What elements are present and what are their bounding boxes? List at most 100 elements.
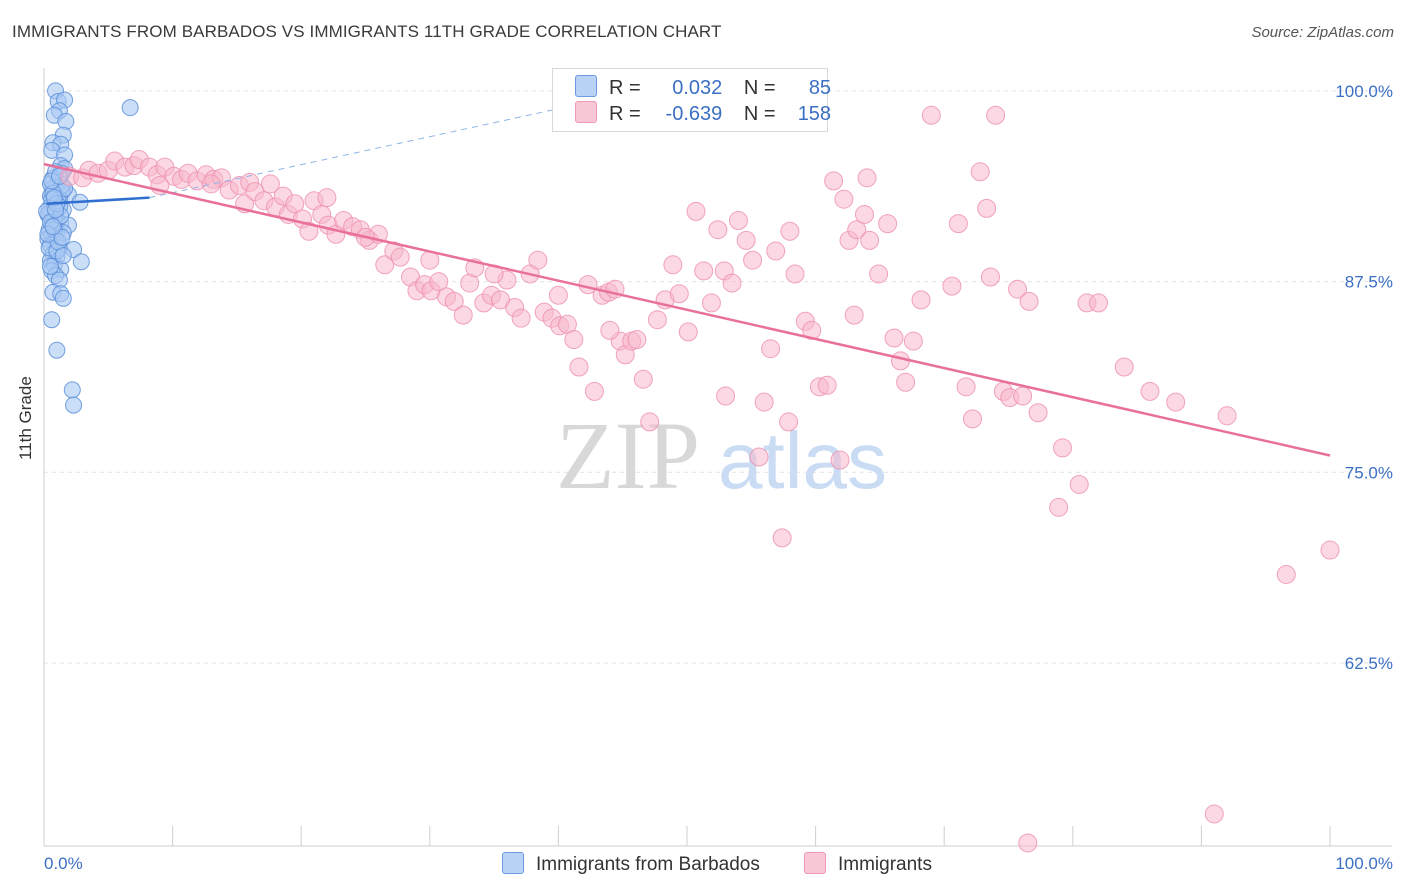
watermark-atlas: atlas <box>718 416 887 505</box>
legend-n-label: N = <box>743 77 776 99</box>
immigrants-point <box>1114 357 1134 377</box>
immigrants-point <box>1166 392 1186 412</box>
trend-lines <box>43 102 1331 457</box>
legend-n-value: 158 <box>797 103 832 125</box>
immigrants-point <box>921 105 941 125</box>
immigrants-point <box>830 450 850 470</box>
immigrants-point <box>260 174 280 194</box>
immigrants-point <box>878 214 898 234</box>
bottom-legend-barbados: Immigrants from Barbados <box>502 852 760 876</box>
immigrants-point <box>201 174 221 194</box>
immigrants-point <box>390 247 410 267</box>
legend-r-value: 0.032 <box>672 77 723 99</box>
immigrants-point <box>511 308 531 328</box>
bottom-legend-label: Immigrants <box>838 854 932 875</box>
barbados-point <box>57 112 75 130</box>
barbados-point <box>54 289 72 307</box>
immigrants-point <box>980 267 1000 287</box>
immigrants-point <box>708 220 728 240</box>
immigrants-point <box>1018 833 1038 853</box>
barbados-point <box>72 253 90 271</box>
barbados-point <box>65 396 83 414</box>
immigrants-point <box>564 330 584 350</box>
immigrants-point <box>600 320 620 340</box>
barbados-point <box>47 201 65 219</box>
immigrants-point <box>528 250 548 270</box>
immigrants-point <box>678 322 698 342</box>
immigrants-point <box>285 194 305 214</box>
immigrants-point <box>890 351 910 371</box>
immigrants-point <box>1019 291 1039 311</box>
immigrants-point <box>779 412 799 432</box>
legend-n-value: 85 <box>808 77 832 99</box>
immigrants-point <box>956 377 976 397</box>
immigrants-point <box>1204 804 1224 824</box>
immigrants-point <box>1089 293 1109 313</box>
immigrants-point <box>736 230 756 250</box>
immigrants-point <box>817 375 837 395</box>
immigrants-point <box>743 250 763 270</box>
immigrants-point <box>1013 386 1033 406</box>
immigrants-point <box>686 201 706 221</box>
legend-r-value: -0.639 <box>665 103 723 125</box>
barbados-trend-extension <box>149 102 585 199</box>
immigrants-point <box>970 162 990 182</box>
tick-labels: 100.0% 87.5% 75.0% 62.5% 0.0% 100.0% <box>44 82 1393 873</box>
immigrants-point <box>584 381 604 401</box>
barbados-point <box>121 99 139 117</box>
x-tick-label: 0.0% <box>44 854 83 873</box>
immigrants-point <box>857 168 877 188</box>
stats-legend: R = 0.032 N = 85 R = -0.639 N = 158 <box>552 68 832 132</box>
immigrants-point <box>1320 540 1340 560</box>
immigrants-point <box>1140 381 1160 401</box>
immigrants-point <box>903 331 923 351</box>
immigrants-point <box>669 284 689 304</box>
barbados-point <box>44 218 62 236</box>
immigrants-point <box>1069 474 1089 494</box>
immigrants-point <box>802 320 822 340</box>
barbados-point <box>43 311 61 329</box>
source-label: Source: ZipAtlas.com <box>1251 24 1394 41</box>
immigrants-point <box>749 447 769 467</box>
immigrants-point <box>977 198 997 218</box>
immigrants-point <box>884 328 904 348</box>
immigrants-point <box>569 357 589 377</box>
bottom-legend-immigrants: Immigrants <box>804 852 932 876</box>
watermark-zip: ZIP <box>556 402 700 509</box>
immigrants-point <box>429 272 449 292</box>
immigrants-point <box>847 220 867 240</box>
barbados-trend-line <box>46 196 150 206</box>
immigrants-point <box>896 372 916 392</box>
immigrants-point <box>701 293 721 313</box>
immigrants-point <box>911 290 931 310</box>
immigrants-point <box>299 221 319 241</box>
immigrants-point <box>785 264 805 284</box>
barbados-point <box>54 247 72 265</box>
immigrants-point <box>663 255 683 275</box>
axes <box>43 68 1392 847</box>
immigrants-point <box>942 276 962 296</box>
series-immigrants-points <box>60 105 1340 853</box>
immigrants-point <box>844 305 864 325</box>
immigrants-point <box>772 528 792 548</box>
y-tick-label: 87.5% <box>1345 273 1393 292</box>
bottom-legend-swatch-pink <box>804 852 826 874</box>
immigrants-point <box>728 211 748 231</box>
immigrants-point <box>694 261 714 281</box>
watermark: ZIP atlas <box>556 402 887 509</box>
legend-swatch-blue <box>575 75 597 97</box>
legend-n-label: N = <box>743 103 776 125</box>
immigrants-point <box>834 189 854 209</box>
immigrants-point <box>444 291 464 311</box>
barbados-point <box>41 257 59 275</box>
immigrants-point <box>962 409 982 429</box>
x-tick-label: 100.0% <box>1335 854 1393 873</box>
legend-r-label: R = <box>609 77 641 99</box>
immigrants-point <box>548 285 568 305</box>
y-tick-label: 62.5% <box>1345 654 1393 673</box>
y-tick-label: 100.0% <box>1335 82 1393 101</box>
bottom-legend-swatch-blue <box>502 852 524 874</box>
immigrants-point <box>761 339 781 359</box>
immigrants-point <box>860 230 880 250</box>
